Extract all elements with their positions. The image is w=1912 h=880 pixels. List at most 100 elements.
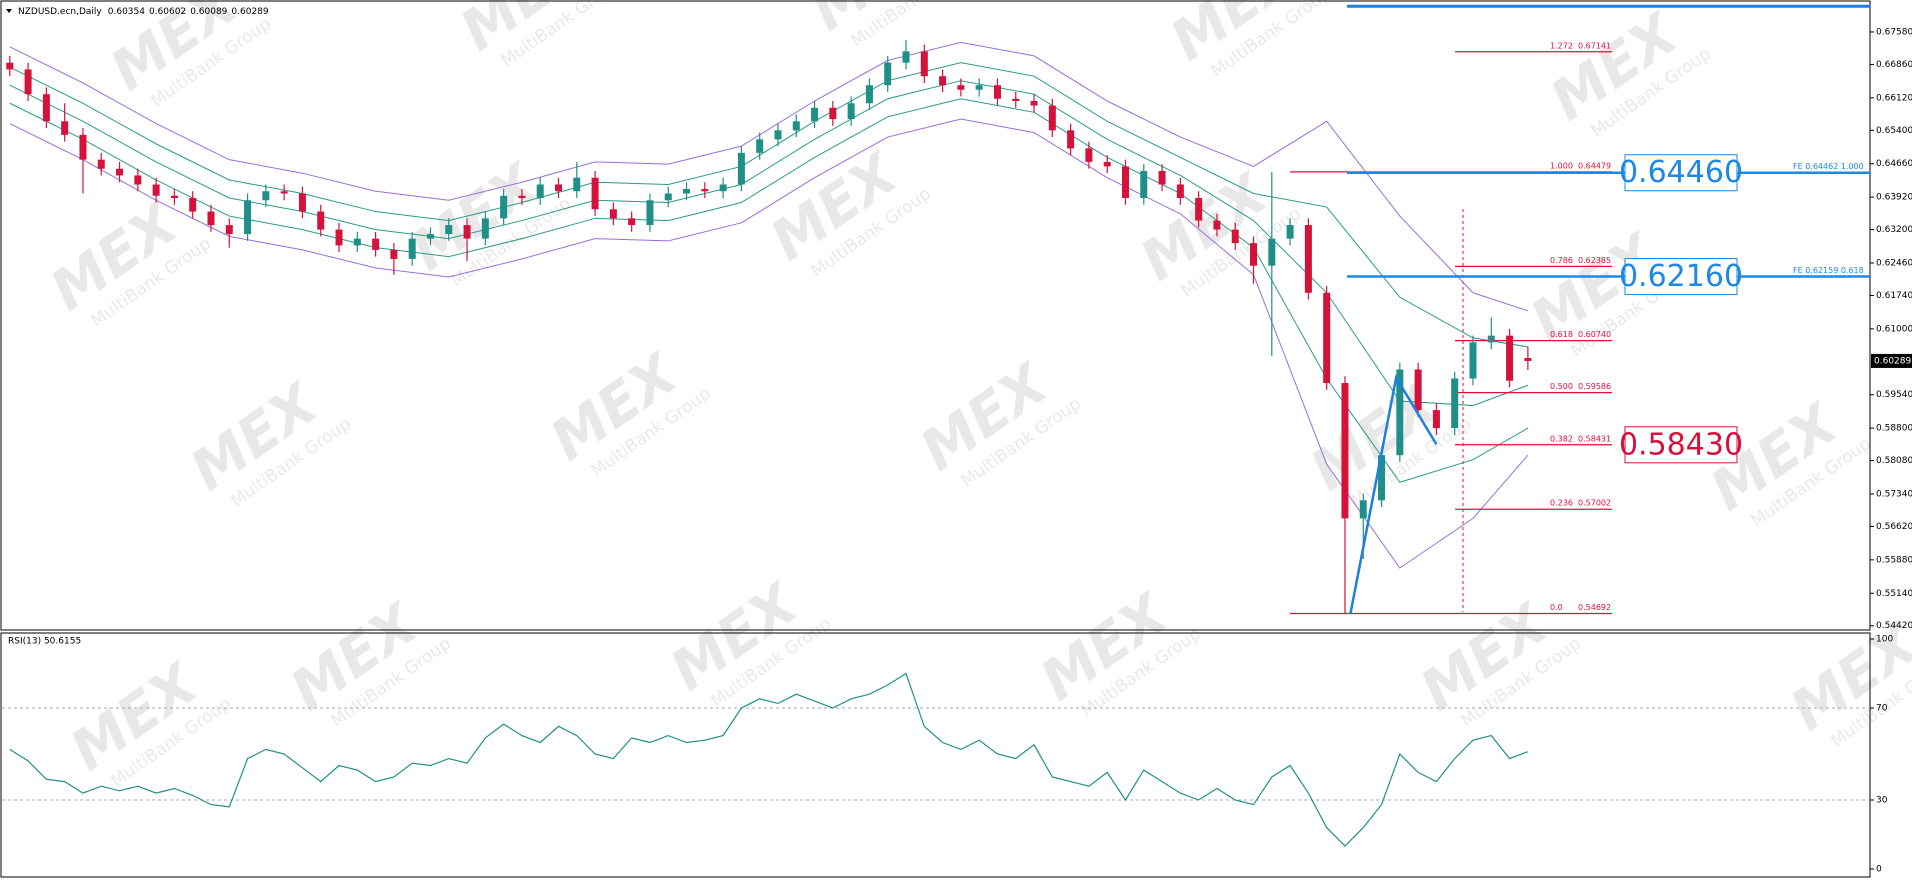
candle-body (1140, 170, 1148, 199)
candle-body (939, 76, 947, 86)
y-tick-label: 0 (1876, 865, 1882, 875)
candle-body (189, 198, 197, 212)
candle-body (1048, 105, 1056, 131)
candle-body (1487, 335, 1495, 343)
candle-body (1067, 130, 1075, 149)
candle-body (829, 107, 837, 120)
candle-body (792, 121, 800, 131)
candle-body (1432, 410, 1440, 429)
fib-ratio: 0.0 (1550, 603, 1563, 612)
y-tick-label: 100 (1876, 635, 1893, 645)
candle-body (518, 195, 526, 199)
candle-body (317, 211, 325, 230)
ohlc-low: 0.60089 (190, 7, 227, 17)
target-note: FE 0.62159 0.618 (1793, 266, 1864, 275)
candle-body (683, 188, 691, 194)
candle-body (463, 225, 471, 239)
candle-body (152, 184, 160, 196)
fib-price: 0.67141 (1578, 41, 1611, 50)
candle-body (719, 184, 727, 192)
rsi-line (9, 672, 1529, 847)
target-label: 0.58430 (1619, 427, 1743, 462)
candle-body (42, 94, 50, 122)
rsi-title: RSI(13) 50.6155 (8, 637, 81, 647)
y-tick-label: 0.59540 (1876, 390, 1912, 400)
candle-body (865, 85, 873, 104)
candle-body (1176, 184, 1184, 199)
y-tick-label: 0.65400 (1876, 126, 1912, 136)
candle-body (1341, 383, 1349, 519)
candle-body (555, 184, 562, 192)
fib-price: 0.62385 (1578, 256, 1611, 265)
candle-body (207, 211, 215, 226)
symbol: NZDUSD.ecn,Daily (18, 7, 102, 17)
candle-body (1323, 292, 1331, 384)
chart-header: NZDUSD.ecn,Daily 0.60354 0.60602 0.60089 0.6… (18, 7, 269, 17)
y-tick-label: 30 (1876, 796, 1888, 806)
fib-price: 0.58431 (1578, 434, 1611, 443)
candle-body (536, 184, 544, 199)
candle-body (1378, 455, 1386, 501)
target-box (1624, 154, 1738, 192)
candle-body (1158, 170, 1166, 185)
target-note: FE 0.64462 1.000 (1793, 162, 1864, 171)
fib-ratio: 0.500 (1550, 382, 1573, 391)
candle-body (24, 69, 32, 95)
candle-body (701, 188, 709, 192)
fib-price: 0.57002 (1578, 499, 1611, 508)
y-tick-label: 0.55880 (1876, 555, 1912, 565)
candle-body (646, 200, 654, 226)
candle-body (957, 85, 965, 90)
menu-arrow (6, 9, 12, 13)
candle-body (116, 168, 124, 176)
candle-body (811, 107, 819, 122)
candle-body (225, 225, 233, 235)
candle-body (1506, 335, 1514, 381)
candle-body (1396, 369, 1404, 456)
candle-body (1121, 166, 1129, 199)
candle-body (609, 209, 617, 219)
y-tick-label: 0.63920 (1876, 193, 1912, 203)
fib-ratio: 0.236 (1550, 499, 1573, 508)
target-label: 0.62160 (1619, 259, 1743, 294)
band-line (9, 118, 1529, 569)
candle-body (628, 218, 636, 226)
candle-body (1195, 198, 1203, 221)
candle-body (993, 85, 1001, 99)
candle-body (847, 103, 855, 120)
main-frame (0, 0, 1871, 631)
current-price: 0.60289 (1874, 356, 1911, 366)
candle-body (902, 51, 910, 63)
candle-body (1414, 369, 1422, 411)
fib-ratio: 0.786 (1550, 256, 1573, 265)
y-tick-label: 0.66860 (1876, 60, 1912, 70)
y-tick-label: 0.64660 (1876, 159, 1912, 169)
candle-body (6, 62, 14, 70)
candle-body (1213, 220, 1221, 230)
candle-body (1012, 98, 1020, 102)
candle-body (1286, 225, 1294, 239)
fib-ratio: 1.000 (1550, 161, 1573, 170)
y-tick-label: 0.61740 (1876, 291, 1912, 301)
y-tick-label: 0.55140 (1876, 589, 1912, 599)
ohlc-open: 0.60354 (108, 7, 145, 17)
candle-body (244, 200, 252, 235)
target-label: 0.64460 (1619, 155, 1743, 190)
candle-body (591, 177, 599, 210)
fib-price: 0.59586 (1578, 382, 1611, 391)
candle-body (280, 191, 288, 194)
candle-body (1524, 358, 1532, 361)
candle-body (664, 193, 672, 201)
candle-body (1451, 378, 1459, 429)
candle-body (573, 177, 581, 192)
candle-body (1085, 148, 1093, 162)
y-tick-label: 0.61000 (1876, 324, 1912, 334)
candle-body (884, 62, 892, 86)
fib-price: 0.60740 (1578, 330, 1611, 339)
y-tick-label: 0.67580 (1876, 27, 1912, 37)
y-tick-label: 0.66120 (1876, 93, 1912, 103)
band-line (9, 98, 1529, 483)
